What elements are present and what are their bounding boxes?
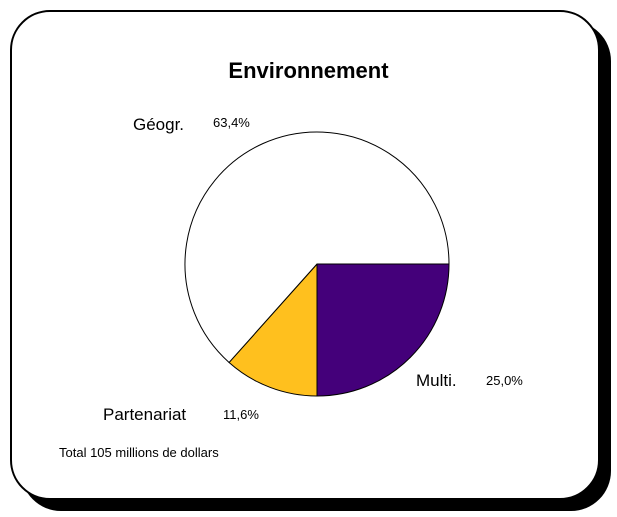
pie-slice-partenariat bbox=[228, 262, 318, 397]
pie-slice-multi bbox=[316, 263, 450, 397]
total-note: Total 105 millions de dollars bbox=[59, 445, 219, 460]
slice-label-geogr: Géogr. bbox=[133, 115, 185, 134]
pie-slice-g-ogr bbox=[184, 131, 450, 364]
slice-value-partenariat: 11,6% bbox=[223, 407, 259, 422]
chart-title: Environnement bbox=[228, 58, 389, 83]
slice-label-multi: Multi. bbox=[416, 371, 457, 390]
slice-value-geogr: 63,4% bbox=[213, 115, 250, 130]
slice-value-multi: 25,0% bbox=[486, 373, 523, 388]
slice-label-partenariat: Partenariat bbox=[103, 405, 187, 424]
